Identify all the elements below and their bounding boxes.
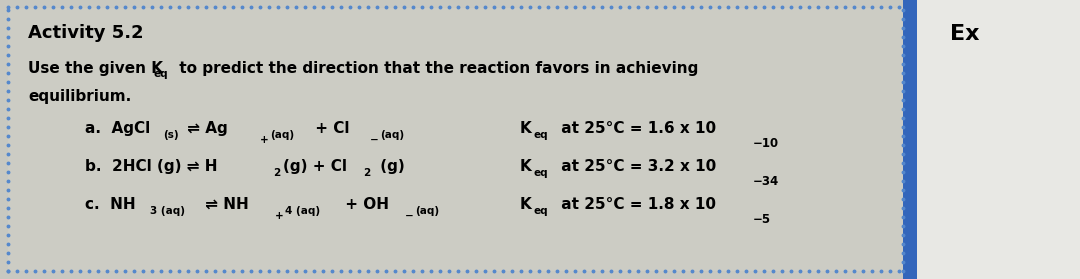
Text: equilibrium.: equilibrium.	[28, 89, 132, 104]
Text: + Cl: + Cl	[310, 121, 350, 136]
Text: (g): (g)	[375, 159, 405, 174]
Text: a.  AgCl: a. AgCl	[85, 121, 150, 136]
FancyBboxPatch shape	[903, 0, 1080, 279]
Text: −10: −10	[753, 137, 779, 150]
Text: (s): (s)	[163, 130, 178, 140]
Text: at 25°C = 1.8 x 10: at 25°C = 1.8 x 10	[556, 197, 716, 212]
Text: ⇌ Ag: ⇌ Ag	[183, 121, 228, 136]
Text: Activity 5.2: Activity 5.2	[28, 24, 144, 42]
Text: (aq): (aq)	[270, 130, 294, 140]
Text: −: −	[370, 135, 379, 145]
Text: eq: eq	[534, 206, 549, 216]
Text: (aq): (aq)	[415, 206, 440, 216]
Text: 2: 2	[363, 168, 370, 178]
Text: Ex: Ex	[950, 24, 980, 44]
Text: at 25°C = 1.6 x 10: at 25°C = 1.6 x 10	[556, 121, 716, 136]
Text: K: K	[519, 121, 531, 136]
Text: ⇌ NH: ⇌ NH	[200, 197, 248, 212]
Text: +: +	[275, 211, 284, 221]
Text: +: +	[260, 135, 269, 145]
Text: eq: eq	[534, 168, 549, 178]
Text: −34: −34	[753, 175, 780, 188]
Text: + OH: + OH	[340, 197, 389, 212]
Text: at 25°C = 3.2 x 10: at 25°C = 3.2 x 10	[556, 159, 716, 174]
Text: −5: −5	[753, 213, 771, 226]
Text: (aq): (aq)	[380, 130, 404, 140]
Text: K: K	[519, 197, 531, 212]
FancyBboxPatch shape	[903, 0, 917, 279]
Text: 4 (aq): 4 (aq)	[285, 206, 320, 216]
Text: 2: 2	[273, 168, 280, 178]
Text: K: K	[519, 159, 531, 174]
Text: (g) + Cl: (g) + Cl	[283, 159, 347, 174]
Text: Use the given K: Use the given K	[28, 61, 163, 76]
Text: −: −	[405, 211, 414, 221]
Text: eq: eq	[154, 69, 168, 79]
Text: eq: eq	[534, 130, 549, 140]
Text: 3 (aq): 3 (aq)	[150, 206, 185, 216]
Text: b.  2HCl (g) ⇌ H: b. 2HCl (g) ⇌ H	[85, 159, 217, 174]
Text: to predict the direction that the reaction favors in achieving: to predict the direction that the reacti…	[174, 61, 699, 76]
Text: c.  NH: c. NH	[85, 197, 136, 212]
FancyBboxPatch shape	[8, 8, 903, 271]
